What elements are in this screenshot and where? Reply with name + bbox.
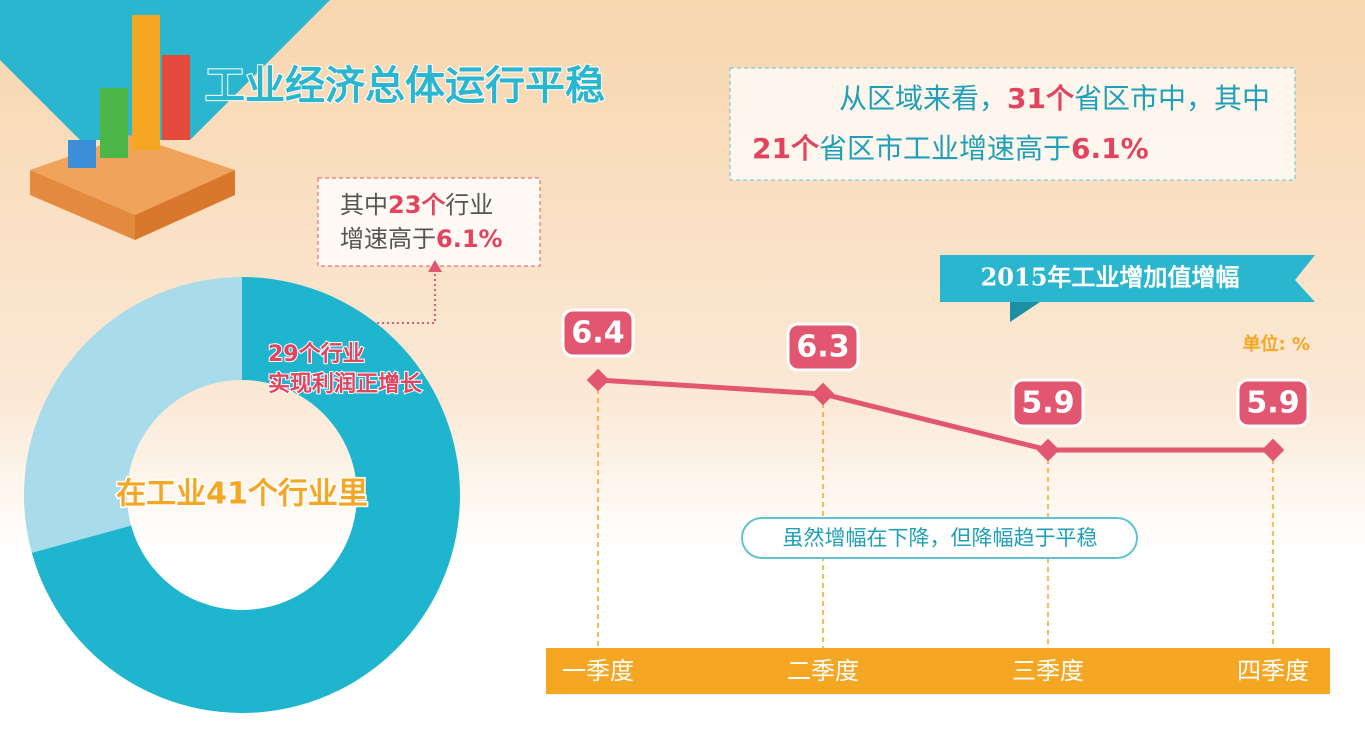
line-note: 虽然增幅在下降，但降幅趋于平稳 [783, 526, 1098, 550]
value-label: 5.9 [1021, 386, 1074, 421]
segment-label: 29个行业 [268, 341, 365, 367]
annotation-part: 行业 [445, 191, 493, 219]
note-part: 从区域来看， [839, 82, 1007, 115]
icon [30, 15, 235, 240]
annotation: 增速高于6.1% [340, 225, 503, 253]
region-note-box [729, 67, 1296, 181]
line-title: 2015年工业增加值增幅 [981, 263, 1240, 292]
region-note: 从区域来看，31个省区市中，其中 [839, 82, 1270, 115]
value-label: 5.9 [1246, 386, 1299, 421]
annotation: 其中23个行业 [340, 191, 493, 219]
unit: 单位: % [1243, 333, 1311, 355]
value-label: 6.4 [571, 316, 624, 351]
value-box [1236, 378, 1310, 428]
x-tick-label: 二季度 [787, 657, 859, 685]
note-part: 21个 [752, 132, 820, 165]
line-title-banner [940, 255, 1315, 302]
note-part: 31个 [1007, 82, 1075, 115]
value-box [1011, 378, 1085, 428]
point [1261, 438, 1285, 462]
arrow [428, 260, 442, 272]
segment-label: 实现利润正增长 [268, 371, 423, 397]
value-box [561, 308, 635, 358]
point [586, 368, 610, 392]
annotation-part: 23个 [388, 191, 446, 219]
note-part: 省区市工业增速高于 [819, 132, 1071, 165]
banner-fold [1010, 302, 1040, 322]
note-part: 省区市中，其中 [1074, 82, 1270, 115]
x-tick-label: 三季度 [1012, 657, 1084, 685]
donut-segment [31, 277, 461, 713]
annotation-part: 6.1% [436, 225, 503, 253]
donut-segment [23, 277, 242, 553]
x-tick-label: 一季度 [562, 657, 634, 685]
line-chart: 6.4 一季度 6.3 二季度 5.9 三季度 5.9 四季度 [561, 308, 1310, 685]
value-label: 6.3 [796, 330, 849, 365]
x-tick-label: 四季度 [1237, 657, 1309, 685]
annotation-box [317, 177, 541, 267]
point [811, 382, 835, 406]
center-label: 在工业41个行业里 [116, 477, 368, 512]
note-pill [741, 517, 1138, 559]
note-part: 6.1% [1071, 132, 1149, 165]
category-bar [546, 648, 1330, 694]
point [1036, 438, 1060, 462]
annotation-part: 增速高于 [340, 225, 436, 253]
page-title: 工业经济总体运行平稳 [205, 63, 605, 109]
region-note: 21个省区市工业增速高于6.1% [752, 132, 1149, 165]
annotation-part: 其中 [340, 191, 388, 219]
series-line [597, 377, 1273, 453]
value-box [786, 322, 860, 372]
